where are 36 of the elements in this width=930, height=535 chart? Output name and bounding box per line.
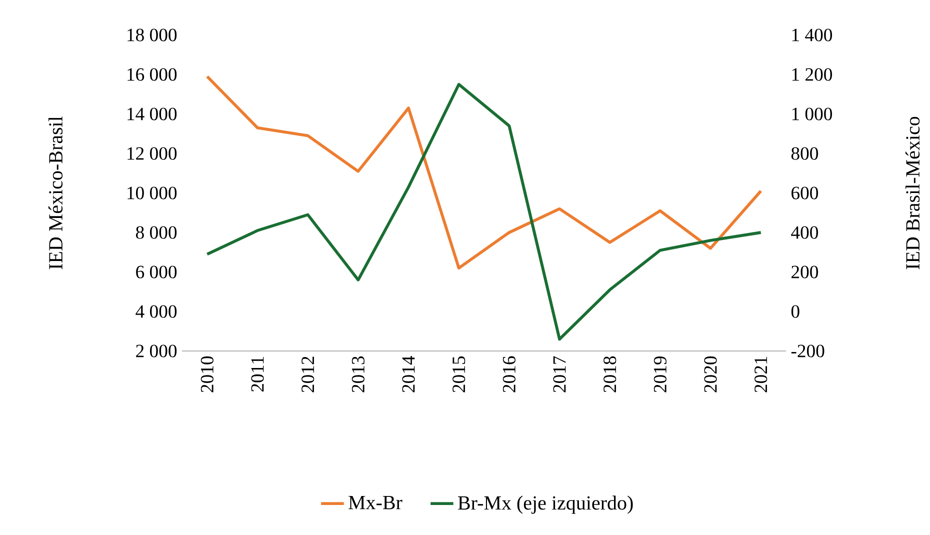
y-tick-label: 6 000 (136, 266, 177, 278)
y-tick-label: 8 000 (136, 226, 177, 239)
y2-tick-label: 1 200 (792, 68, 832, 81)
y2-tick-label: 400 (791, 226, 818, 239)
x-tick-label: 2019 (654, 356, 666, 392)
x-tick-label: 2012 (302, 356, 314, 392)
y-tick-label: 16 000 (128, 68, 177, 81)
y2-tick-label: 800 (791, 147, 818, 160)
y-tick-label: 14 000 (128, 108, 177, 120)
y-tick-label: 4 000 (136, 305, 177, 318)
x-tick-label: 2014 (402, 356, 415, 392)
x-tick-label: 2011 (251, 356, 264, 392)
y-tick-label: 10 000 (128, 186, 177, 200)
y2-tick-label: 1 000 (792, 108, 832, 120)
x-tick-label: 2010 (200, 356, 214, 392)
line-series (206, 75, 762, 270)
x-tick-label: 2017 (553, 356, 566, 392)
y2-tick-label: 600 (792, 186, 818, 200)
x-tick-label: 2020 (704, 356, 717, 392)
x-tick-label: 2015 (452, 356, 466, 392)
x-tick-label: 2021 (754, 356, 768, 392)
y2-tick-label: -200 (791, 344, 824, 358)
x-tick-label: 2013 (352, 356, 364, 392)
y2-axis-title: IED Brasil-México (905, 116, 920, 270)
legend-label: Mx-Br (348, 496, 402, 510)
y2-tick-label: 1 400 (792, 28, 832, 42)
y-tick-label: 18 000 (128, 28, 177, 42)
y2-tick-label: 0 (791, 305, 800, 318)
legend-label: Br-Mx (eje izquierdo) (458, 496, 633, 514)
y2-tick-label: 200 (792, 266, 818, 278)
x-tick-label: 2016 (502, 356, 516, 392)
line-series (206, 82, 762, 341)
x-tick-label: 2018 (604, 356, 616, 392)
y-tick-label: 2 000 (136, 344, 177, 358)
y-tick-label: 12 000 (128, 147, 177, 160)
y-axis-title: IED México-Brasil (48, 116, 63, 270)
